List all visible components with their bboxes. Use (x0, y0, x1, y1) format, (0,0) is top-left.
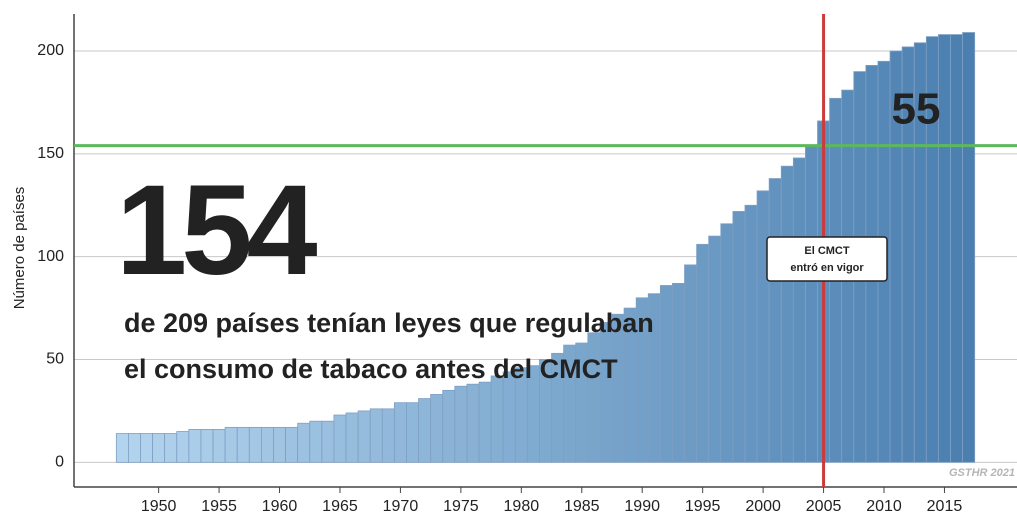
bar (176, 431, 190, 463)
x-tick-label: 1985 (564, 498, 600, 515)
bar (381, 408, 395, 463)
x-tick-label: 1955 (201, 498, 237, 515)
bar (321, 420, 335, 463)
x-tick-label: 1980 (504, 498, 540, 515)
x-tick-label: 1990 (624, 498, 660, 515)
x-tick-label: 2005 (806, 498, 842, 515)
bar (502, 371, 516, 463)
bar (140, 433, 153, 463)
bar (962, 32, 976, 463)
annotation-text: de 209 países tenían leyes que regulaban (124, 308, 654, 338)
bar (285, 426, 299, 463)
annotation-number: 55 (892, 85, 941, 134)
bar (792, 157, 806, 463)
bar (152, 433, 166, 463)
bar (708, 235, 722, 463)
bar (805, 145, 818, 463)
bar (248, 426, 262, 463)
source: GSTHR 2021 (949, 467, 1015, 479)
bar (430, 394, 444, 463)
x-tick-label: 1975 (443, 498, 479, 515)
bar (333, 414, 347, 463)
y-tick-label: 200 (37, 42, 64, 59)
y-axis-label: Número de países (11, 187, 28, 310)
x-tick-label: 1970 (383, 498, 419, 515)
bar (164, 433, 178, 463)
bar (672, 283, 685, 463)
y-tick-label: 50 (46, 351, 64, 368)
bar (212, 429, 226, 463)
annotation-text: el consumo de tabaco antes del CMCT (124, 354, 618, 384)
bar (950, 34, 963, 463)
x-tick-label: 1995 (685, 498, 721, 515)
x-tick-label: 2000 (745, 498, 781, 515)
bar (659, 285, 673, 463)
bar (442, 389, 456, 463)
x-tick-label: 1965 (322, 498, 358, 515)
bar (369, 408, 383, 463)
bar (406, 402, 419, 463)
bar (768, 178, 782, 463)
bar (128, 433, 141, 463)
bar (478, 381, 492, 463)
bar (744, 204, 758, 463)
bar (309, 420, 323, 463)
bar (345, 412, 359, 463)
y-tick-label: 0 (55, 454, 64, 471)
bar (732, 211, 746, 463)
bar (587, 332, 601, 463)
bar (273, 426, 286, 463)
bar (393, 402, 407, 463)
annotation-big-number: 154 (116, 159, 317, 302)
bar (684, 264, 698, 463)
annotation-box-text: entró en vigor (790, 262, 864, 274)
bar (490, 375, 504, 463)
y-tick-label: 100 (37, 248, 64, 265)
bar (696, 243, 710, 463)
bar (115, 433, 129, 463)
bar (224, 426, 238, 463)
bar (756, 190, 770, 463)
bar (454, 385, 468, 463)
y-tick-label: 150 (37, 145, 64, 162)
x-tick-label: 2010 (866, 498, 902, 515)
bar (780, 165, 794, 463)
bar (200, 429, 214, 463)
bar (357, 410, 371, 463)
bar (466, 383, 480, 463)
bar (599, 322, 613, 463)
x-tick-label: 1960 (262, 498, 298, 515)
bar (297, 422, 311, 463)
bar (188, 429, 202, 463)
x-tick-label: 2015 (927, 498, 963, 515)
bar (418, 398, 432, 463)
bar (260, 426, 274, 463)
bar (236, 426, 250, 463)
annotation-box-text: El CMCT (804, 245, 850, 257)
x-tick-label: 1950 (141, 498, 177, 515)
bar (720, 223, 734, 463)
annotation-box (766, 236, 888, 282)
